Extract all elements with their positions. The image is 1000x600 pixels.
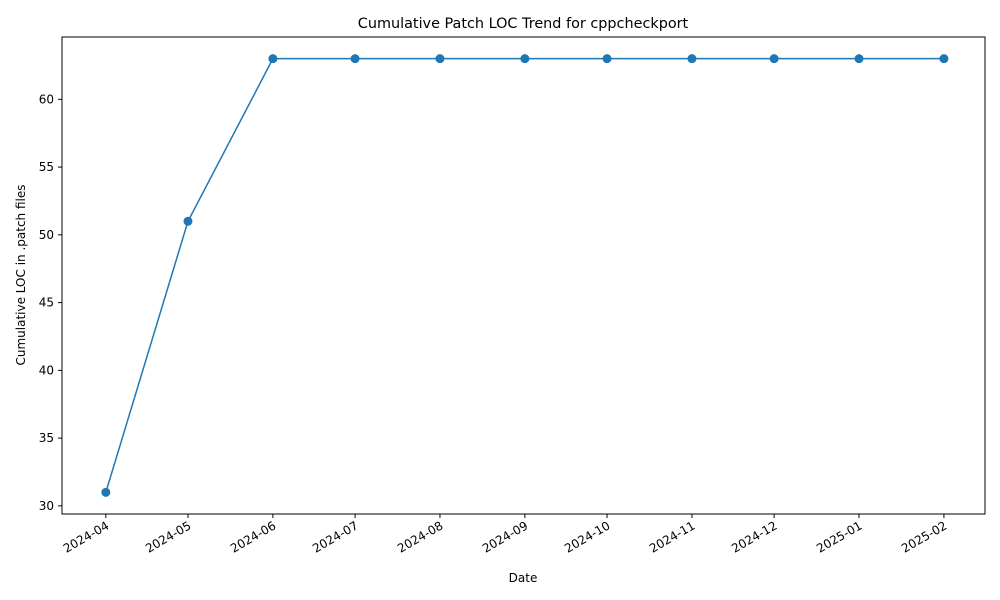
y-tick-label: 60 xyxy=(39,92,54,106)
y-axis: 30 35 40 45 50 55 60 xyxy=(39,92,62,513)
data-point xyxy=(435,54,445,64)
y-tick-label: 35 xyxy=(39,431,54,445)
data-point xyxy=(769,54,779,64)
x-tick-label: 2025-01 xyxy=(814,518,864,555)
series-polyline xyxy=(105,57,944,493)
y-tick-label: 45 xyxy=(39,296,54,310)
x-tick-label: 2024-10 xyxy=(562,518,612,555)
y-tick-label: 50 xyxy=(39,228,54,242)
data-point xyxy=(854,54,864,64)
x-tick-label: 2024-04 xyxy=(61,518,111,555)
x-axis-label: Date xyxy=(509,571,538,585)
data-point xyxy=(939,54,949,64)
data-point xyxy=(520,54,530,64)
series-line xyxy=(101,54,949,497)
y-tick-label: 55 xyxy=(39,160,54,174)
x-tick-label: 2024-07 xyxy=(310,518,360,555)
y-tick-label: 40 xyxy=(39,363,54,377)
y-axis-label: Cumulative LOC in .patch files xyxy=(14,185,28,366)
chart-title: Cumulative Patch LOC Trend for cppcheckp… xyxy=(358,16,689,32)
data-point xyxy=(687,54,697,64)
data-point xyxy=(268,54,278,64)
x-tick-label: 2024-12 xyxy=(729,518,779,555)
x-tick-label: 2024-09 xyxy=(480,518,530,555)
x-tick-label: 2024-06 xyxy=(228,518,278,555)
x-axis: 2024-04 2024-05 2024-06 2024-07 2024-08 2024-… xyxy=(61,514,949,556)
x-tick-label: 2024-05 xyxy=(143,518,193,555)
plot-area-frame xyxy=(61,36,986,515)
data-point xyxy=(183,216,193,226)
x-tick-label: 2024-08 xyxy=(395,518,445,555)
y-tick-label: 30 xyxy=(39,499,54,513)
data-point xyxy=(101,487,111,497)
data-point xyxy=(602,54,612,64)
x-tick-label: 2025-02 xyxy=(899,518,949,555)
data-point xyxy=(350,54,360,64)
x-tick-label: 2024-11 xyxy=(647,518,697,555)
